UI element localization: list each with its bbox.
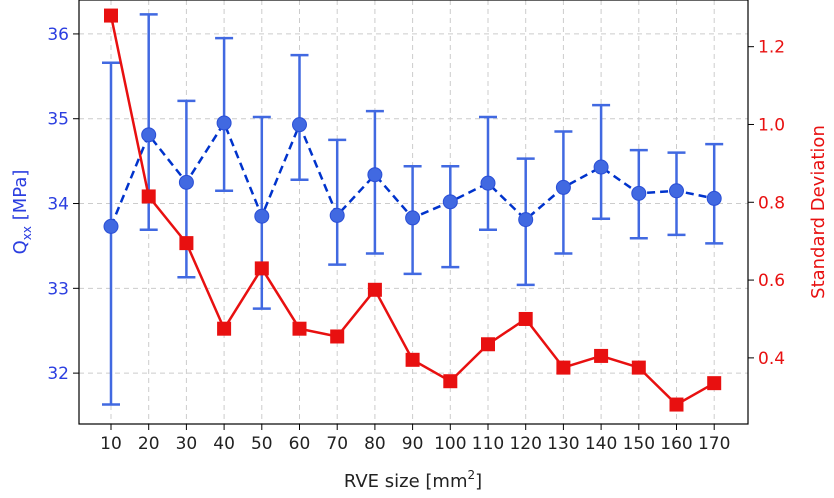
right-y-tick-label: 0.6: [758, 271, 785, 291]
data-point-mean: [518, 212, 534, 228]
x-axis-label: RVE size [mm2]: [344, 468, 482, 492]
x-tick-label: 140: [585, 434, 617, 454]
x-tick-label: 160: [660, 434, 692, 454]
left-y-tick-label: 33: [47, 279, 69, 299]
data-point-mean: [593, 159, 609, 175]
data-point-std: [669, 397, 684, 412]
data-point-mean: [216, 115, 232, 131]
data-point-mean: [367, 167, 383, 183]
data-point-std: [405, 352, 420, 367]
data-point-mean: [706, 190, 722, 206]
data-point-std: [556, 360, 571, 375]
data-point-std: [141, 189, 156, 204]
x-tick-label: 70: [326, 434, 348, 454]
right-y-axis-label: Standard Deviation: [808, 125, 829, 299]
right-y-tick-label: 1.0: [758, 115, 785, 135]
data-point-std: [367, 282, 382, 297]
x-tick-label: 50: [251, 434, 273, 454]
x-tick-label: 110: [472, 434, 504, 454]
left-y-tick-label: 35: [47, 110, 69, 130]
x-tick-label: 80: [364, 434, 386, 454]
x-axis: 10 20 30 40 50 60 70 80 90 100 110 120 130 140 150 160 1…: [100, 424, 730, 454]
x-tick-label: 30: [176, 434, 198, 454]
x-tick-label: 170: [698, 434, 730, 454]
data-point-std: [631, 360, 646, 375]
data-point-std: [443, 374, 458, 389]
x-tick-label: 40: [213, 434, 235, 454]
data-point-std: [594, 348, 609, 363]
left-y-axis-label-rest: [MPa]: [10, 170, 31, 226]
left-y-axis-label-sub: xx: [20, 226, 34, 240]
data-point-std: [292, 321, 307, 336]
data-point-mean: [329, 207, 345, 223]
data-point-std: [481, 337, 495, 352]
left-y-tick-label: 34: [47, 195, 69, 215]
x-tick-label: 120: [509, 434, 541, 454]
left-y-axis-label-main: Q: [10, 240, 31, 254]
left-y-tick-label: 32: [47, 364, 69, 384]
data-point-mean: [631, 185, 647, 201]
series-layer: [102, 8, 724, 412]
data-point-mean: [254, 208, 270, 224]
right-y-tick-label: 0.8: [758, 193, 785, 213]
data-point-mean: [178, 174, 194, 190]
left-y-axis-label: Qxx [MPa]: [10, 170, 34, 255]
left-y-tick-label: 36: [47, 25, 69, 45]
data-point-std: [330, 329, 345, 344]
data-point-mean: [555, 179, 571, 195]
x-tick-label: 10: [100, 434, 122, 454]
data-point-std: [518, 311, 533, 326]
x-tick-label: 90: [402, 434, 424, 454]
left-y-axis: 32 33 34 35 36: [47, 25, 79, 384]
data-point-mean: [292, 117, 307, 133]
data-point-std: [217, 321, 232, 336]
right-y-tick-label: 0.4: [758, 349, 785, 369]
data-point-std: [104, 8, 118, 23]
data-point-mean: [405, 210, 421, 226]
data-point-mean: [442, 194, 458, 210]
data-point-mean: [480, 175, 496, 191]
x-axis-label-sup: 2: [467, 468, 475, 482]
data-point-std: [179, 236, 194, 251]
x-tick-label: 130: [547, 434, 579, 454]
x-axis-label-main: RVE size [mm: [344, 471, 468, 492]
right-y-tick-label: 1.2: [758, 38, 785, 58]
data-point-mean: [669, 183, 684, 199]
x-tick-label: 150: [623, 434, 655, 454]
data-point-std: [707, 376, 722, 391]
plot-frame: [78, 0, 749, 425]
data-point-mean: [103, 218, 119, 234]
data-point-std: [254, 261, 269, 276]
x-tick-label: 100: [434, 434, 466, 454]
right-y-axis: 0.4 0.6 0.8 1.0 1.2: [748, 38, 785, 369]
data-point-mean: [141, 127, 157, 143]
x-tick-label: 60: [289, 434, 311, 454]
x-axis-label-end: ]: [475, 471, 482, 492]
x-tick-label: 20: [138, 434, 160, 454]
